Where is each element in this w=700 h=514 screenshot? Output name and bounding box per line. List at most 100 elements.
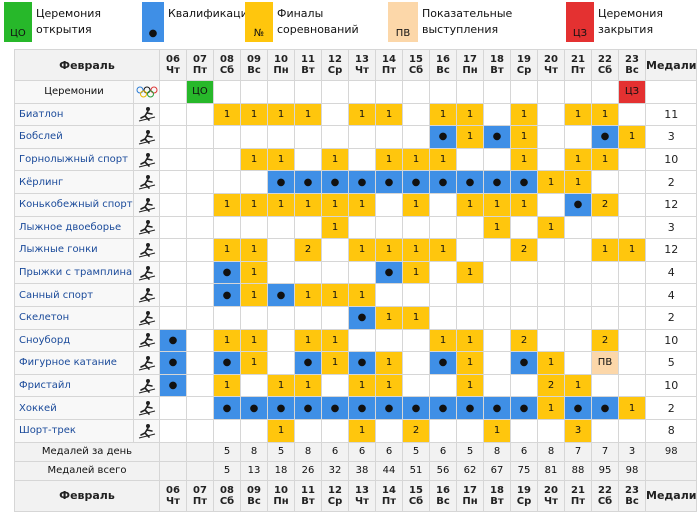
schedule-cell: 1	[375, 147, 403, 172]
schedule-cell: ●	[429, 125, 457, 149]
day-of-week: Сб	[408, 65, 424, 76]
day-number: 08	[220, 484, 234, 496]
schedule-cell: 1	[348, 283, 376, 307]
schedule-cell: 1	[564, 147, 592, 172]
schedule-cell: ●	[510, 396, 538, 420]
day-header: 14 Пт	[375, 49, 403, 81]
sport-link[interactable]: Сноуборд	[14, 328, 134, 353]
schedule-cell	[537, 260, 565, 285]
schedule-cell: 2	[591, 328, 619, 353]
schedule-cell	[348, 80, 376, 104]
schedule-cell	[429, 418, 457, 443]
schedule-cell	[294, 125, 322, 149]
sport-link[interactable]: Биатлон	[14, 102, 134, 127]
schedule-cell	[591, 305, 619, 330]
biathlon-icon	[133, 102, 160, 127]
schedule-cell: 1	[240, 351, 268, 375]
figure-skating-icon	[133, 351, 160, 375]
day-of-week: Сб	[597, 65, 613, 76]
sport-link[interactable]: Санный спорт	[14, 283, 134, 307]
schedule-table: Февраль 06 Чт 07 Пт 08 Сб 09 Вс 10 Пн 11 Вт 12 Ср 13 Чт 1…	[14, 49, 698, 512]
schedule-cell: 1	[456, 351, 484, 375]
schedule-cell	[348, 260, 376, 285]
medal-count: 5	[644, 351, 698, 375]
schedule-cell	[564, 125, 592, 149]
day-header: 19 Ср	[510, 49, 538, 81]
schedule-cell	[186, 328, 214, 353]
schedule-cell: 1	[510, 102, 538, 127]
schedule-cell: ●	[294, 170, 322, 194]
schedule-cell	[321, 260, 349, 285]
day-header: 18 Вт	[483, 49, 511, 81]
schedule-cell	[213, 147, 241, 172]
schedule-cell	[186, 305, 214, 330]
medals-per-day-cell: 5	[456, 441, 484, 462]
schedule-cell: ●	[294, 396, 322, 420]
curling-icon	[133, 170, 160, 194]
schedule-cell: 1	[564, 102, 592, 127]
schedule-cell	[429, 192, 457, 217]
ski-jumping-icon	[133, 260, 160, 285]
legend-swatch-blue	[142, 2, 164, 42]
day-number: 14	[382, 484, 396, 496]
day-header: 20 Чт	[537, 49, 565, 81]
schedule-cell	[618, 305, 646, 330]
medals-cumulative-cell: 98	[618, 460, 646, 481]
schedule-cell: 1	[537, 351, 565, 375]
day-number: 17	[463, 484, 477, 496]
day-number: 07	[193, 484, 207, 496]
medals-cumulative-cell: 51	[402, 460, 430, 481]
schedule-cell: ●	[321, 396, 349, 420]
medals-grand-total: 98	[644, 441, 698, 462]
sport-link[interactable]: Лыжные гонки	[14, 238, 134, 262]
day-header: 14 Пт	[375, 479, 403, 512]
schedule-cell	[240, 215, 268, 240]
schedule-cell	[618, 283, 646, 307]
legend-text: Показательные выступления	[422, 7, 513, 36]
day-of-week: Вт	[301, 65, 315, 76]
medals-per-day-cell: 6	[348, 441, 376, 462]
day-number: 12	[328, 54, 342, 65]
schedule-cell	[159, 192, 187, 217]
sport-link[interactable]: Кёрлинг	[14, 170, 134, 194]
schedule-cell: 1	[537, 170, 565, 194]
sport-link[interactable]: Лыжное двоеборье	[14, 215, 134, 240]
schedule-cell	[159, 396, 187, 420]
schedule-cell	[240, 80, 268, 104]
medals-cumulative-cell	[186, 460, 214, 481]
olympic-rings-icon	[133, 80, 160, 104]
schedule-cell	[375, 192, 403, 217]
schedule-cell: ●	[591, 125, 619, 149]
day-number: 09	[247, 484, 261, 496]
sport-link[interactable]: Скелетон	[14, 305, 134, 330]
sport-row: Биатлон 1 1 1 1 1 1 1 1 1 1 1 11	[14, 102, 698, 127]
schedule-cell	[294, 80, 322, 104]
medal-count: 2	[644, 305, 698, 330]
sport-link[interactable]: Хоккей	[14, 396, 134, 420]
schedule-cell: ●	[267, 283, 295, 307]
sport-link[interactable]: Бобслей	[14, 125, 134, 149]
legend-symbol: №	[253, 28, 265, 39]
medals-per-day-cell: 6	[510, 441, 538, 462]
sport-link[interactable]: Прыжки с трамплина	[14, 260, 134, 285]
sport-link[interactable]: Фигурное катание	[14, 351, 134, 375]
schedule-cell: ●	[564, 192, 592, 217]
month-header: Февраль	[14, 479, 160, 512]
day-header: 11 Вт	[294, 49, 322, 81]
sport-link[interactable]: Конькобежный спорт	[14, 192, 134, 217]
schedule-cell: 1	[348, 418, 376, 443]
day-header: 13 Чт	[348, 49, 376, 81]
schedule-cell	[483, 80, 511, 104]
medals-per-day-cell: 6	[429, 441, 457, 462]
schedule-cell	[510, 260, 538, 285]
day-number: 13	[355, 54, 369, 65]
bobsleigh-icon	[133, 125, 160, 149]
schedule-cell	[375, 215, 403, 240]
schedule-cell	[537, 80, 565, 104]
schedule-cell: ●	[429, 351, 457, 375]
legend-swatch-peach	[388, 2, 418, 42]
sport-link[interactable]: Фристайл	[14, 373, 134, 398]
sport-link[interactable]: Горнолыжный спорт	[14, 147, 134, 172]
schedule-cell: ●	[267, 396, 295, 420]
sport-link[interactable]: Шорт-трек	[14, 418, 134, 443]
